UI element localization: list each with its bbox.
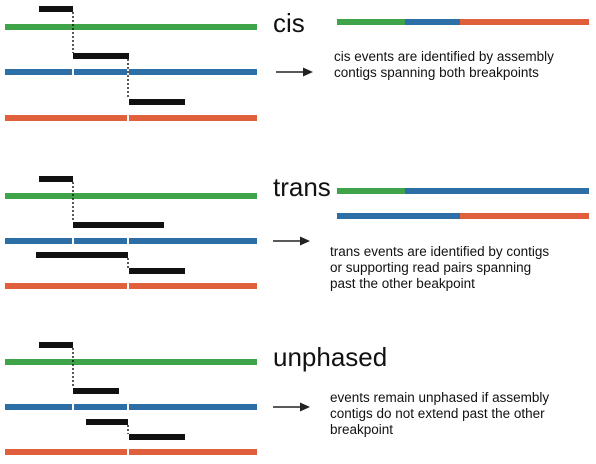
contig-bar — [39, 176, 73, 182]
result-green-segment — [337, 188, 405, 194]
section-title: unphased — [273, 342, 387, 372]
breakpoint-mark — [127, 115, 129, 121]
chromosome-orange-track — [5, 283, 257, 289]
chromosome-orange-track — [5, 449, 257, 455]
section-unphased: unphased events remain unphased if assem… — [5, 342, 553, 455]
section-trans: trans trans events are identified by con… — [5, 172, 589, 291]
description-line: cis events are identified by assembly — [334, 49, 554, 64]
breakpoint-mark — [72, 69, 74, 75]
section-cis: cis cis events are identified by assembl… — [5, 6, 589, 121]
result-blue-segment — [405, 188, 589, 194]
description-line: contigs spanning both breakpoints — [334, 65, 539, 80]
section-description: trans events are identified by contigs o… — [330, 244, 553, 291]
chromosome-orange-track — [5, 115, 257, 121]
breakpoint-mark — [127, 238, 129, 244]
result-orange-segment — [460, 19, 589, 25]
contig-bar — [86, 419, 128, 425]
contig-bar — [73, 222, 164, 228]
contig-bar — [129, 268, 185, 274]
result-blue-segment — [337, 213, 460, 219]
contig-bar — [73, 388, 119, 394]
section-title: trans — [273, 172, 331, 202]
chromosome-blue-track — [5, 69, 257, 75]
breakpoint-mark — [127, 404, 129, 410]
contig-bar — [39, 6, 73, 12]
description-line: trans events are identified by contigs — [330, 244, 549, 259]
section-title: cis — [273, 8, 305, 38]
breakpoint-mark — [72, 238, 74, 244]
chromosome-green-track — [5, 193, 257, 199]
breakpoint-mark — [127, 283, 129, 289]
chromosome-green-track — [5, 359, 257, 365]
result-green-segment — [337, 19, 405, 25]
description-line: or supporting read pairs spanning — [330, 260, 531, 275]
description-line: breakpoint — [330, 422, 393, 437]
contig-bar — [129, 99, 185, 105]
breakpoint-mark — [72, 404, 74, 410]
contig-bar — [36, 252, 128, 258]
arrow-icon — [273, 236, 310, 246]
description-line: events remain unphased if assembly — [330, 390, 549, 405]
contig-bar — [73, 53, 129, 59]
result-orange-segment — [460, 213, 589, 219]
arrow-icon — [273, 402, 310, 412]
chromosome-blue-track — [5, 238, 257, 244]
result-blue-segment — [405, 19, 460, 25]
contig-bar — [39, 342, 73, 348]
arrow-icon — [276, 67, 313, 77]
description-line: past the other beakpoint — [330, 276, 475, 291]
section-description: events remain unphased if assembly conti… — [330, 390, 553, 437]
section-description: cis events are identified by assembly co… — [334, 49, 558, 80]
chromosome-blue-track — [5, 404, 257, 410]
breakpoint-mark — [127, 449, 129, 455]
description-line: contigs do not extend past the other — [330, 406, 545, 421]
chromosome-green-track — [5, 24, 257, 30]
contig-bar — [129, 434, 185, 440]
